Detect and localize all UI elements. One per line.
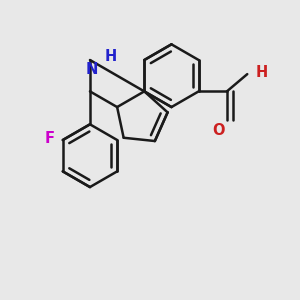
Text: F: F (44, 131, 55, 146)
Text: H: H (105, 49, 117, 64)
Text: N: N (85, 62, 98, 77)
Text: H: H (256, 65, 268, 80)
Text: O: O (212, 123, 225, 138)
